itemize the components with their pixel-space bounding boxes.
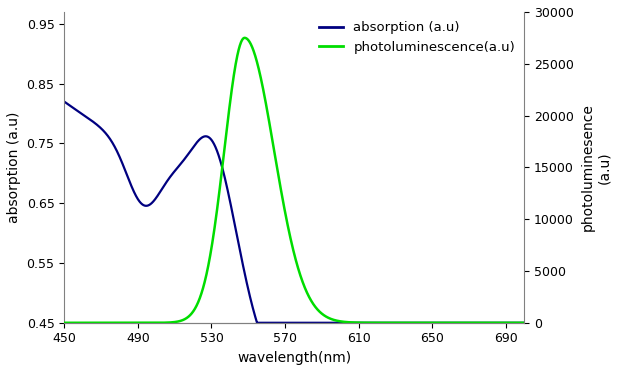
X-axis label: wavelength(nm): wavelength(nm)	[237, 351, 351, 365]
Y-axis label: photoluminesence
(a.u): photoluminesence (a.u)	[581, 103, 611, 231]
Y-axis label: absorption (a.u): absorption (a.u)	[7, 112, 21, 223]
Legend: absorption (a.u), photoluminescence(a.u): absorption (a.u), photoluminescence(a.u)	[314, 16, 520, 59]
